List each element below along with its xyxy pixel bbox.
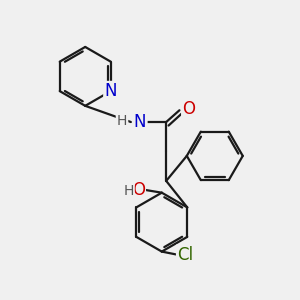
Text: Cl: Cl <box>177 245 194 263</box>
Text: H: H <box>117 114 127 128</box>
Text: H: H <box>123 184 134 198</box>
Text: O: O <box>182 100 195 118</box>
Text: N: N <box>134 113 146 131</box>
Text: N: N <box>104 82 117 100</box>
Text: O: O <box>132 181 145 199</box>
